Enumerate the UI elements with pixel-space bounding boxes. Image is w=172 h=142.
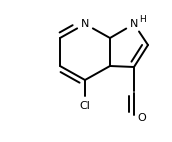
Text: N: N [81, 19, 89, 29]
Text: H: H [140, 14, 146, 23]
Text: Cl: Cl [80, 101, 90, 111]
Text: N: N [130, 19, 138, 29]
Text: O: O [138, 113, 146, 123]
